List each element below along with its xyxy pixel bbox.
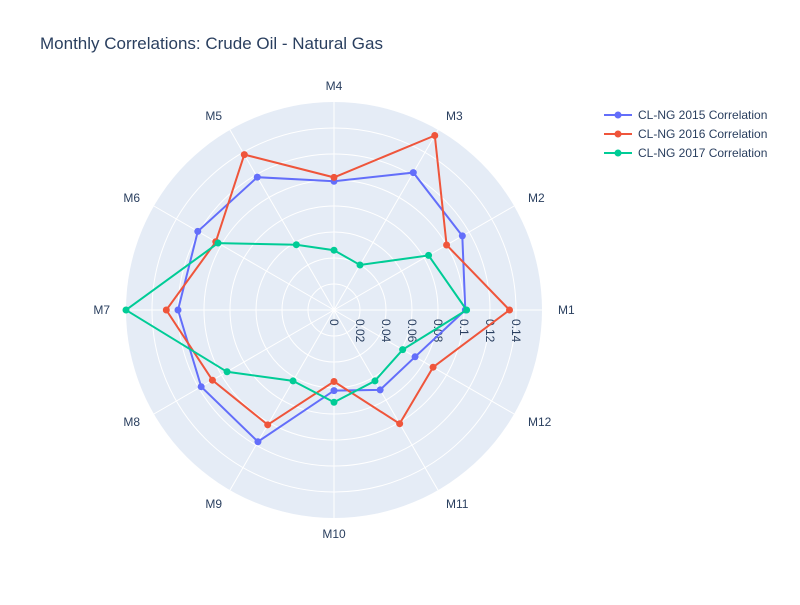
series-point	[122, 306, 130, 314]
series-point	[330, 173, 338, 181]
series-point	[506, 306, 513, 314]
series-point	[194, 227, 202, 235]
angular-tick-label: M2	[528, 191, 545, 205]
series-point	[330, 378, 338, 385]
angular-tick-label: M9	[205, 497, 222, 511]
angular-gridline	[153, 205, 335, 311]
radial-tick-label: 0.1	[457, 319, 471, 336]
angular-tick-label: M6	[123, 191, 140, 205]
series-point	[431, 131, 439, 139]
series-point	[356, 261, 364, 269]
legend-label[interactable]: CL-NG 2017 Correlation	[638, 146, 767, 160]
legend-label[interactable]: CL-NG 2016 Correlation	[638, 127, 767, 141]
series-point	[240, 151, 248, 159]
series-point	[264, 421, 272, 429]
series-point	[330, 398, 338, 406]
series-point	[396, 420, 404, 428]
angular-tick-label: M11	[446, 497, 469, 511]
angular-tick-label: M1	[558, 303, 575, 317]
angular-gridline	[333, 205, 515, 311]
angular-tick-label: M5	[205, 109, 222, 123]
legend-marker[interactable]	[614, 149, 622, 157]
series-point	[253, 173, 261, 181]
angular-gridline	[229, 129, 335, 311]
series-point	[214, 239, 222, 247]
angular-gridline	[153, 309, 335, 415]
legend-marker[interactable]	[614, 130, 622, 138]
series-point	[443, 241, 451, 249]
angular-tick-label: M3	[446, 109, 463, 123]
series-point	[174, 306, 182, 314]
legend-marker[interactable]	[614, 111, 622, 119]
radial-tick-label: 0.12	[483, 319, 497, 343]
series-point	[458, 232, 466, 240]
angular-tick-label: M10	[322, 527, 346, 541]
radial-tick-label: 0.02	[353, 319, 367, 343]
radial-tick-label: 0.04	[379, 319, 393, 343]
series-point	[223, 368, 231, 376]
angular-gridline	[333, 309, 439, 491]
series-point	[162, 306, 170, 314]
angular-tick-label: M7	[93, 303, 110, 317]
series-point	[289, 377, 297, 385]
series-point	[399, 346, 407, 354]
series-point	[425, 251, 433, 259]
series-point	[292, 241, 300, 249]
series-point	[254, 438, 262, 446]
angular-gridline	[333, 129, 439, 311]
series-point	[429, 363, 437, 371]
radial-tick-label: 0.14	[509, 319, 523, 343]
angular-tick-label: M8	[123, 415, 140, 429]
chart-title: Monthly Correlations: Crude Oil - Natura…	[40, 34, 383, 53]
angular-gridline	[333, 309, 515, 415]
series-point	[371, 377, 379, 385]
series-point	[197, 383, 205, 391]
series-point	[376, 386, 384, 394]
legend-label[interactable]: CL-NG 2015 Correlation	[638, 108, 767, 122]
series-point	[463, 306, 471, 314]
radial-tick-label: 0	[327, 319, 341, 326]
series-point	[409, 169, 417, 177]
series-point	[330, 387, 338, 395]
series-point	[330, 246, 338, 254]
angular-tick-label: M12	[528, 415, 552, 429]
radial-tick-label: 0.06	[405, 319, 419, 343]
angular-gridline	[229, 309, 335, 491]
series-point	[411, 353, 419, 361]
series-point	[208, 376, 216, 384]
angular-tick-label: M4	[326, 79, 343, 93]
